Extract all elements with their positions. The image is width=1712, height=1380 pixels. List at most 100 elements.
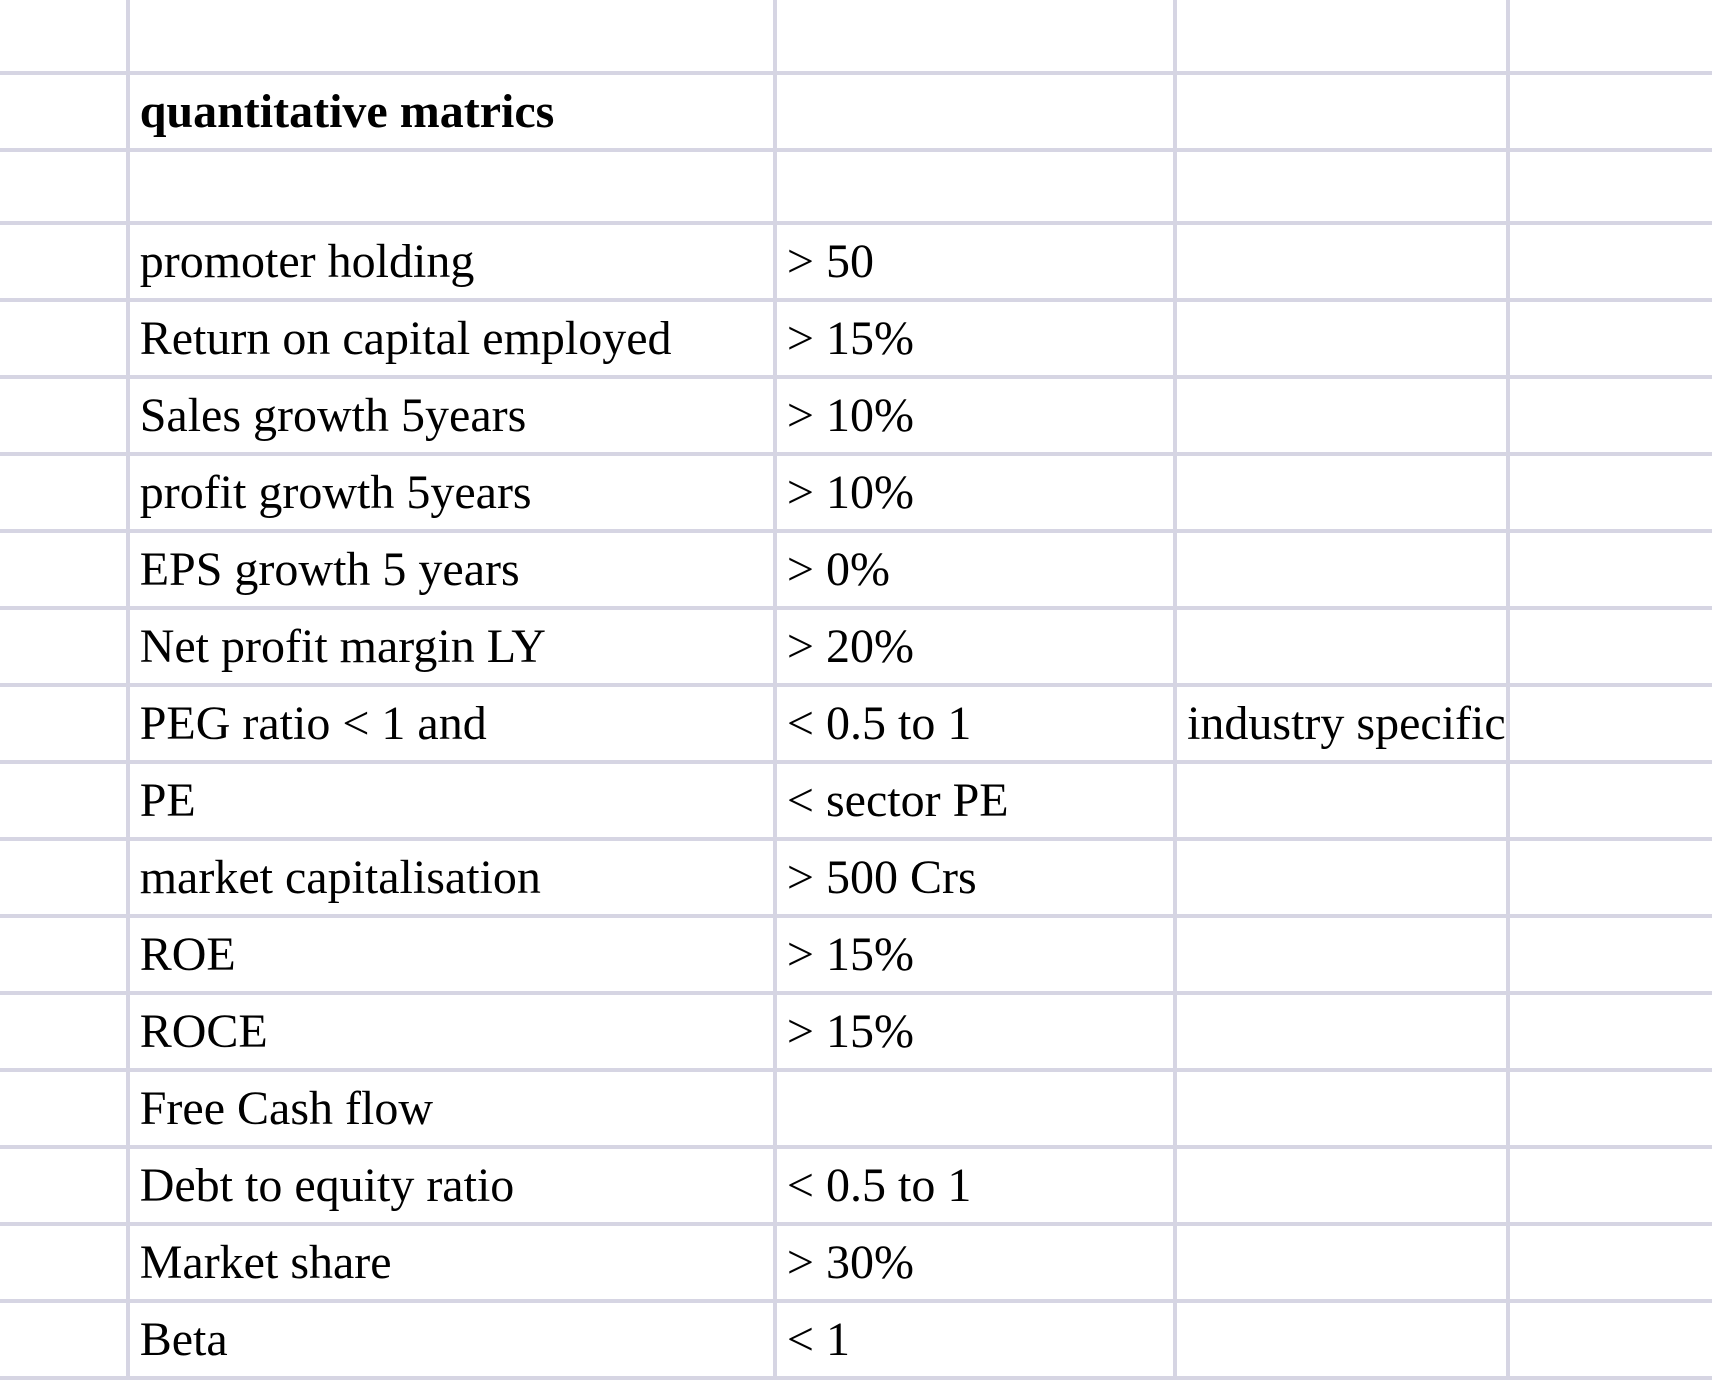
metric-criteria-cell[interactable]: < 0.5 to 1: [772, 1145, 1178, 1226]
metric-name-cell[interactable]: Beta: [125, 1299, 777, 1380]
cell[interactable]: [1505, 991, 1712, 1072]
row-spacer-cell[interactable]: [0, 760, 130, 841]
metric-criteria-cell[interactable]: > 15%: [772, 298, 1178, 379]
metric-name-cell[interactable]: profit growth 5years: [125, 452, 777, 533]
metric-note-cell[interactable]: [1173, 837, 1510, 918]
metric-criteria-cell[interactable]: > 10%: [772, 375, 1178, 456]
cell[interactable]: [1505, 914, 1712, 995]
metric-name-cell[interactable]: promoter holding: [125, 221, 777, 302]
cell[interactable]: [1173, 148, 1510, 225]
metric-name-cell[interactable]: EPS growth 5 years: [125, 529, 777, 610]
table-row: Market share > 30%: [0, 1222, 1712, 1303]
metric-note-cell[interactable]: [1173, 221, 1510, 302]
table-row: PEG ratio < 1 and < 0.5 to 1 industry spec…: [0, 683, 1712, 764]
metric-name-cell[interactable]: market capitalisation: [125, 837, 777, 918]
metric-criteria-cell[interactable]: < 0.5 to 1: [772, 683, 1178, 764]
cell[interactable]: [1505, 837, 1712, 918]
table-row: Free Cash flow: [0, 1068, 1712, 1149]
metric-note-cell[interactable]: [1173, 452, 1510, 533]
cell[interactable]: [1505, 375, 1712, 456]
row-spacer-cell[interactable]: [0, 683, 130, 764]
row-spacer-cell[interactable]: [0, 1145, 130, 1226]
cell[interactable]: [1173, 71, 1510, 152]
cell[interactable]: [1505, 1222, 1712, 1303]
cell[interactable]: [1505, 0, 1712, 75]
metric-note-cell[interactable]: [1173, 1145, 1510, 1226]
metric-note-cell[interactable]: [1173, 1222, 1510, 1303]
row-spacer-cell[interactable]: [0, 1299, 130, 1380]
metric-note-cell[interactable]: [1173, 760, 1510, 841]
metric-name-cell[interactable]: PE: [125, 760, 777, 841]
cell[interactable]: [125, 0, 777, 75]
row-spacer-cell[interactable]: [0, 991, 130, 1072]
cell[interactable]: [1173, 0, 1510, 75]
row-spacer-cell[interactable]: [0, 1222, 130, 1303]
cell[interactable]: [1505, 452, 1712, 533]
cell[interactable]: [1505, 529, 1712, 610]
metric-criteria-cell[interactable]: [772, 1068, 1178, 1149]
metric-name-cell[interactable]: ROE: [125, 914, 777, 995]
cell[interactable]: [0, 71, 130, 152]
cell[interactable]: [1505, 606, 1712, 687]
cell[interactable]: [1505, 1068, 1712, 1149]
row-spacer-cell[interactable]: [0, 375, 130, 456]
metric-note-cell[interactable]: [1173, 298, 1510, 379]
cell[interactable]: [125, 148, 777, 225]
table-row: Beta < 1: [0, 1299, 1712, 1380]
metric-name-cell[interactable]: ROCE: [125, 991, 777, 1072]
metric-name-cell[interactable]: Return on capital employed: [125, 298, 777, 379]
row-spacer-cell[interactable]: [0, 452, 130, 533]
cell[interactable]: [1505, 148, 1712, 225]
metric-name-cell[interactable]: Sales growth 5years: [125, 375, 777, 456]
metric-note-cell[interactable]: [1173, 991, 1510, 1072]
row-spacer-cell[interactable]: [0, 1068, 130, 1149]
cell[interactable]: [1505, 760, 1712, 841]
cell[interactable]: [1505, 221, 1712, 302]
row-spacer-cell[interactable]: [0, 837, 130, 918]
metric-name-cell[interactable]: PEG ratio < 1 and: [125, 683, 777, 764]
sheet-row: [0, 0, 1712, 75]
metric-criteria-cell[interactable]: > 10%: [772, 452, 1178, 533]
cell[interactable]: [1505, 71, 1712, 152]
metric-name-cell[interactable]: Debt to equity ratio: [125, 1145, 777, 1226]
cell[interactable]: [1505, 1145, 1712, 1226]
metric-criteria-cell[interactable]: < sector PE: [772, 760, 1178, 841]
metric-name-cell[interactable]: Net profit margin LY: [125, 606, 777, 687]
row-spacer-cell[interactable]: [0, 914, 130, 995]
metric-note-cell[interactable]: [1173, 1068, 1510, 1149]
metric-note-cell[interactable]: [1173, 606, 1510, 687]
row-spacer-cell[interactable]: [0, 221, 130, 302]
sheet-title-cell[interactable]: quantitative matrics: [125, 71, 777, 152]
metric-note-cell[interactable]: [1173, 914, 1510, 995]
cell[interactable]: [0, 0, 130, 75]
row-spacer-cell[interactable]: [0, 529, 130, 610]
metric-note-cell[interactable]: [1173, 375, 1510, 456]
cell[interactable]: [1505, 298, 1712, 379]
table-row: profit growth 5years > 10%: [0, 452, 1712, 533]
metric-criteria-cell[interactable]: > 20%: [772, 606, 1178, 687]
metric-criteria-cell[interactable]: > 0%: [772, 529, 1178, 610]
table-row: Sales growth 5years > 10%: [0, 375, 1712, 456]
cell[interactable]: [0, 148, 130, 225]
cell[interactable]: [772, 0, 1178, 75]
metric-criteria-cell[interactable]: > 500 Crs: [772, 837, 1178, 918]
metric-name-cell[interactable]: Market share: [125, 1222, 777, 1303]
cell[interactable]: [772, 148, 1178, 225]
metric-note-cell[interactable]: [1173, 529, 1510, 610]
metric-criteria-cell[interactable]: < 1: [772, 1299, 1178, 1380]
row-spacer-cell[interactable]: [0, 298, 130, 379]
table-row: market capitalisation > 500 Crs: [0, 837, 1712, 918]
cell[interactable]: [772, 71, 1178, 152]
metric-name-cell[interactable]: Free Cash flow: [125, 1068, 777, 1149]
metric-note-cell[interactable]: [1173, 1299, 1510, 1380]
metric-criteria-cell[interactable]: > 50: [772, 221, 1178, 302]
cell[interactable]: [1505, 1299, 1712, 1380]
table-row: PE < sector PE: [0, 760, 1712, 841]
metric-criteria-cell[interactable]: > 15%: [772, 914, 1178, 995]
table-row: promoter holding > 50: [0, 221, 1712, 302]
row-spacer-cell[interactable]: [0, 606, 130, 687]
metric-criteria-cell[interactable]: > 15%: [772, 991, 1178, 1072]
cell[interactable]: [1505, 683, 1712, 764]
metric-note-cell[interactable]: industry specific: [1173, 683, 1510, 764]
metric-criteria-cell[interactable]: > 30%: [772, 1222, 1178, 1303]
